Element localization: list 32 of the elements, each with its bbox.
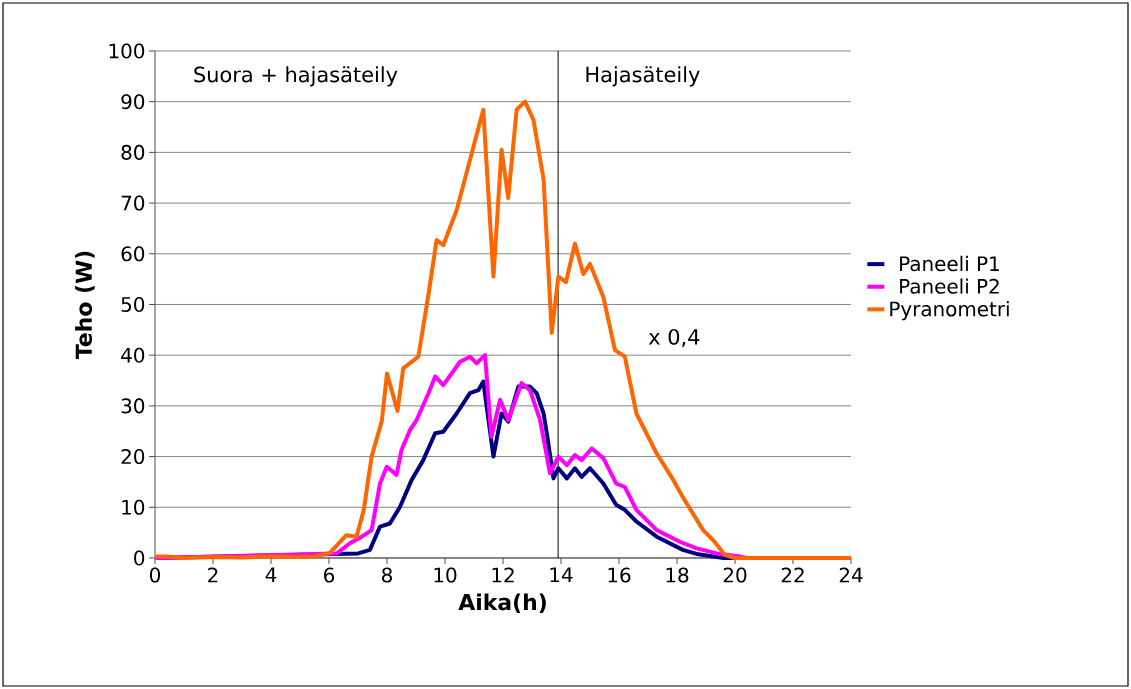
x-tick-label: 20 xyxy=(723,567,747,583)
x-tick-label: 14 xyxy=(550,567,573,583)
legend-label: Pyranometri xyxy=(890,301,1009,321)
y-axis-title: Teho (W) xyxy=(75,251,95,360)
annotation: Hajasäteily xyxy=(586,66,700,87)
x-tick-label: 2 xyxy=(208,567,218,583)
annotation: x 0,4 xyxy=(648,328,700,347)
x-tick-label: 16 xyxy=(608,567,631,583)
x-tick-label: 6 xyxy=(324,567,335,583)
y-tick-label: 20 xyxy=(121,449,145,465)
y-tick-label: 50 xyxy=(121,296,145,313)
annotation: Suora + hajasäteily xyxy=(194,66,398,87)
x-tick-label: 8 xyxy=(382,567,392,583)
x-axis-title: Aika(h) xyxy=(458,593,546,613)
y-tick-label: 70 xyxy=(121,195,145,211)
y-tick-label: 40 xyxy=(121,347,145,363)
y-tick-label: 0 xyxy=(134,550,145,566)
x-tick-label: 24 xyxy=(839,567,863,583)
y-tick-label: 10 xyxy=(122,499,145,515)
y-tick-label: 90 xyxy=(121,94,145,110)
x-tick-label: 10 xyxy=(434,567,457,583)
x-tick-label: 22 xyxy=(781,567,804,583)
x-tick-label: 18 xyxy=(666,567,689,583)
y-tick-label: 30 xyxy=(121,398,145,414)
legend-label: Paneeli P1 xyxy=(900,255,999,272)
x-tick-label: 12 xyxy=(492,567,514,583)
legend-label: Paneeli P2 xyxy=(900,278,999,294)
y-tick-label: 60 xyxy=(121,246,145,262)
x-tick-label: 0 xyxy=(149,567,161,583)
x-tick-label: 4 xyxy=(265,567,277,583)
y-tick-label: 100 xyxy=(109,43,145,59)
y-tick-label: 80 xyxy=(121,144,145,160)
